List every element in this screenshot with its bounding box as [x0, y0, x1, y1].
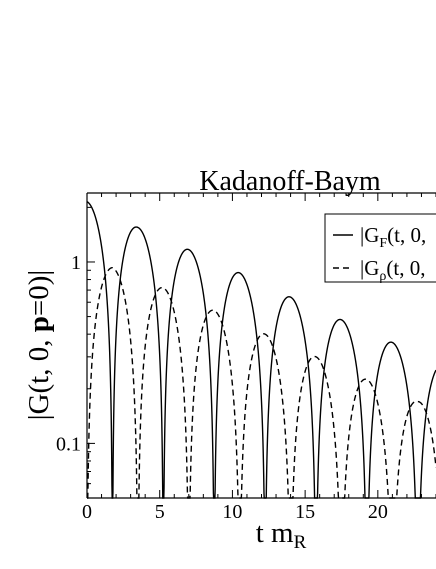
- series-layer: [86, 201, 436, 499]
- legend: |GF(t, 0, |Gρ(t, 0,: [324, 213, 436, 284]
- x-axis-ticks: 0 5 10 15 20: [82, 193, 436, 523]
- y-axis-ticks: 0.11: [56, 206, 95, 499]
- legend-label-gf: |GF(t, 0,: [360, 223, 426, 251]
- y-tick-label: 0.1: [56, 433, 81, 455]
- x-tick-label: 20: [368, 501, 388, 523]
- legend-box: [324, 213, 436, 283]
- legend-label-grho: |Gρ(t, 0,: [360, 256, 425, 284]
- y-axis-label: |G(t, 0, p=0)|: [23, 270, 55, 420]
- chart-title: Kadanoff-Baym: [199, 166, 381, 197]
- series-line-gf: [86, 201, 436, 499]
- x-tick-label: 10: [222, 501, 242, 523]
- x-tick-label: 5: [155, 501, 165, 523]
- x-tick-label: 0: [82, 501, 92, 523]
- series-line-grho: [87, 266, 436, 499]
- x-tick-label: 15: [295, 501, 315, 523]
- x-axis-label: t mR: [256, 517, 307, 553]
- y-tick-label: 1: [71, 252, 81, 274]
